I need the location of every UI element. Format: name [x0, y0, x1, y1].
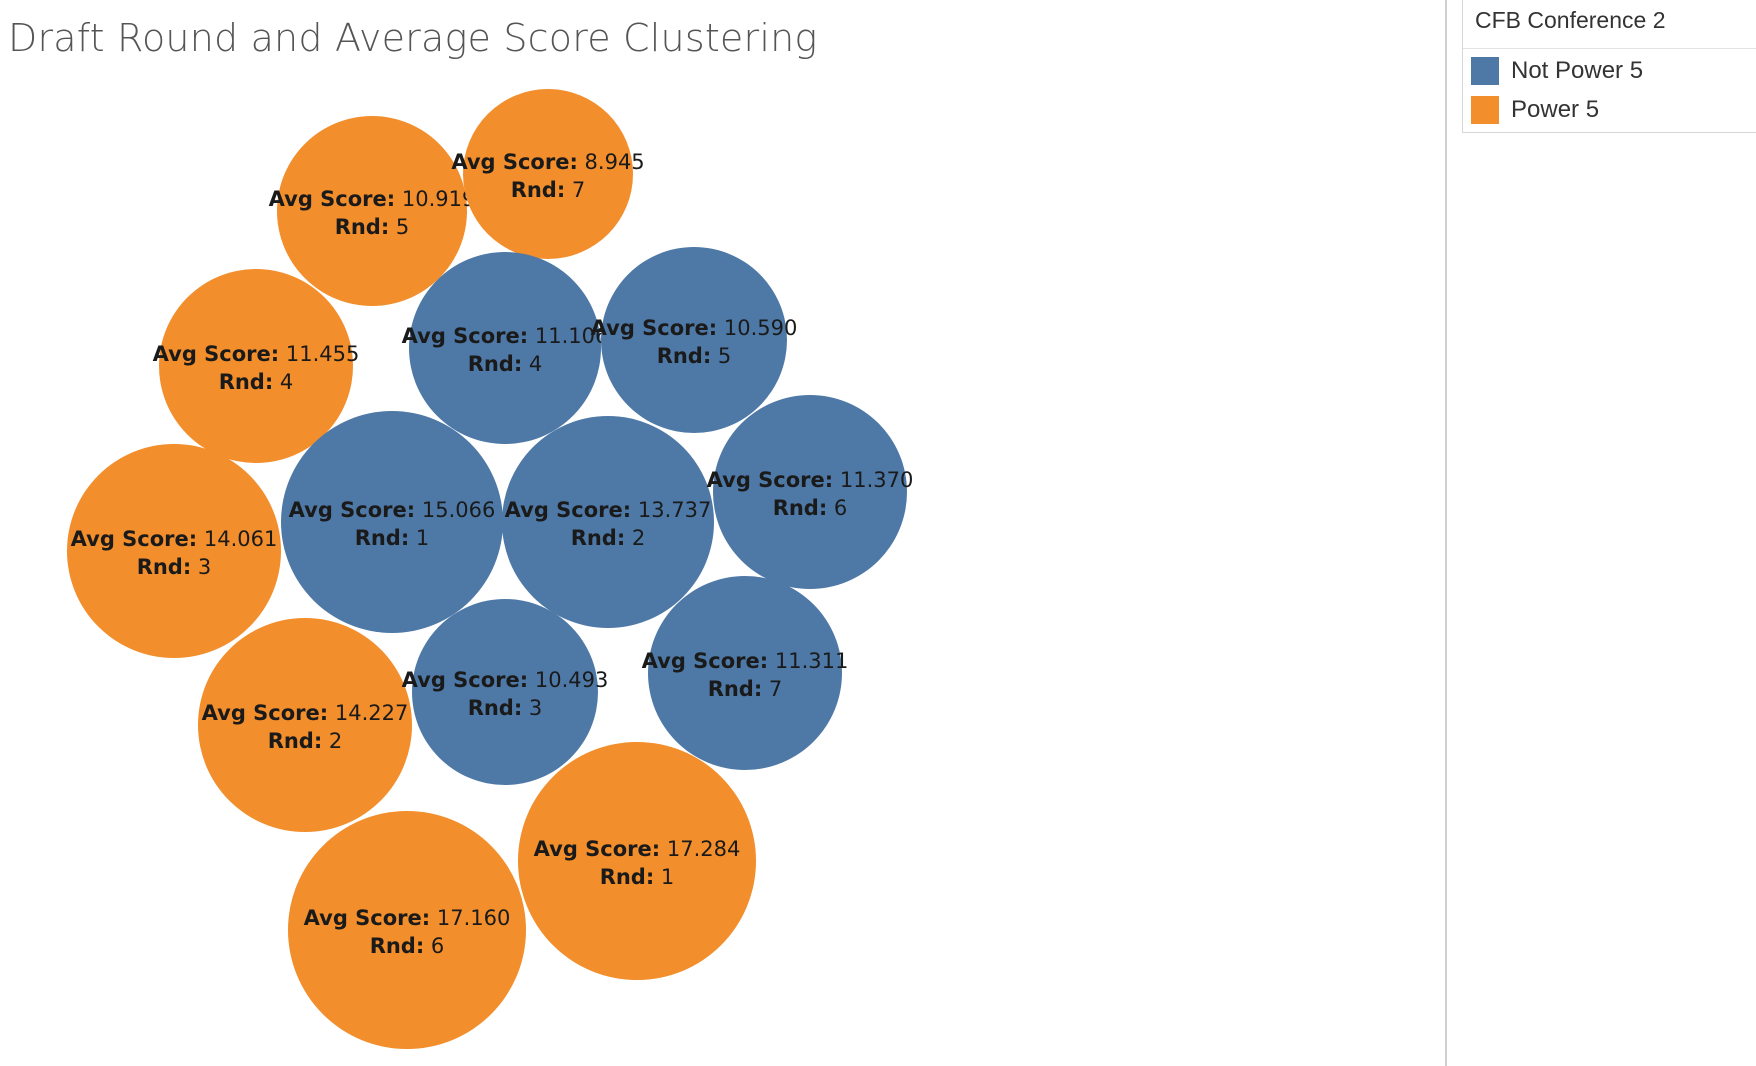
bubble-not-power-5-rnd-5[interactable]: Avg Score: 10.590 Rnd: 5	[591, 247, 798, 433]
bubble-mark[interactable]	[281, 411, 503, 633]
bubble-score-label: Avg Score: 13.737	[505, 498, 712, 522]
bubble-not-power-5-rnd-3[interactable]: Avg Score: 10.493 Rnd: 3	[402, 599, 609, 785]
legend-item-not-power-5[interactable]: Not Power 5	[1471, 56, 1643, 86]
bubble-score-label: Avg Score: 8.945	[451, 150, 644, 174]
bubble-power-5-rnd-1[interactable]: Avg Score: 17.284 Rnd: 1	[518, 742, 756, 980]
bubble-power-5-rnd-7[interactable]: Avg Score: 8.945 Rnd: 7	[451, 89, 645, 259]
bubble-score-label: Avg Score: 11.311	[642, 649, 849, 673]
bubble-score-label: Avg Score: 17.284	[534, 837, 741, 861]
bubble-mark[interactable]	[648, 576, 842, 770]
bubble-power-5-rnd-5[interactable]: Avg Score: 10.919 Rnd: 5	[269, 116, 476, 306]
bubble-mark[interactable]	[67, 444, 281, 658]
legend-swatch	[1471, 57, 1499, 85]
bubble-mark[interactable]	[277, 116, 467, 306]
chart-title: Draft Round and Average Score Clustering	[8, 16, 818, 60]
bubble-score-label: Avg Score: 10.590	[591, 316, 798, 340]
bubble-power-5-rnd-6[interactable]: Avg Score: 17.160 Rnd: 6	[288, 811, 526, 1049]
bubble-round-label: Rnd: 3	[137, 555, 212, 579]
bubble-score-label: Avg Score: 14.227	[202, 701, 409, 725]
color-legend: CFB Conference 2 Not Power 5 Power 5	[1462, 0, 1756, 133]
bubble-round-label: Rnd: 7	[511, 178, 586, 202]
bubble-round-label: Rnd: 5	[657, 344, 732, 368]
bubble-score-label: Avg Score: 11.370	[707, 468, 914, 492]
bubble-not-power-5-rnd-2[interactable]: Avg Score: 13.737 Rnd: 2	[502, 416, 714, 628]
bubble-round-label: Rnd: 6	[370, 934, 445, 958]
bubble-mark[interactable]	[601, 247, 787, 433]
bubble-round-label: Rnd: 7	[708, 677, 783, 701]
bubble-round-label: Rnd: 1	[600, 865, 675, 889]
bubble-round-label: Rnd: 5	[335, 215, 410, 239]
legend-divider	[1463, 48, 1756, 49]
bubble-mark[interactable]	[518, 742, 756, 980]
legend-label: Not Power 5	[1511, 57, 1644, 84]
bubble-power-5-rnd-3[interactable]: Avg Score: 14.061 Rnd: 3	[67, 444, 281, 658]
bubble-not-power-5-rnd-7[interactable]: Avg Score: 11.311 Rnd: 7	[642, 576, 849, 770]
bubble-score-label: Avg Score: 10.493	[402, 668, 609, 692]
bubble-round-label: Rnd: 4	[219, 370, 294, 394]
bubble-mark[interactable]	[288, 811, 526, 1049]
legend-item-power-5[interactable]: Power 5	[1471, 95, 1599, 125]
bubble-score-label: Avg Score: 10.919	[269, 187, 476, 211]
bubble-not-power-5-rnd-4[interactable]: Avg Score: 11.106 Rnd: 4	[402, 252, 609, 444]
bubble-round-label: Rnd: 1	[355, 526, 430, 550]
bubble-score-label: Avg Score: 15.066	[289, 498, 496, 522]
bubble-score-label: Avg Score: 17.160	[304, 906, 511, 930]
bubble-mark[interactable]	[463, 89, 633, 259]
bubble-power-5-rnd-4[interactable]: Avg Score: 11.455 Rnd: 4	[153, 269, 360, 463]
legend-title: CFB Conference 2	[1475, 7, 1666, 33]
bubble-mark[interactable]	[713, 395, 907, 589]
bubble-mark[interactable]	[159, 269, 353, 463]
bubble-round-label: Rnd: 2	[571, 526, 646, 550]
bubble-not-power-5-rnd-1[interactable]: Avg Score: 15.066 Rnd: 1	[281, 411, 503, 633]
bubble-score-label: Avg Score: 14.061	[71, 527, 278, 551]
bubble-mark[interactable]	[409, 252, 601, 444]
bubble-round-label: Rnd: 6	[773, 496, 848, 520]
bubble-score-label: Avg Score: 11.455	[153, 342, 360, 366]
bubble-score-label: Avg Score: 11.106	[402, 324, 609, 348]
bubble-round-label: Rnd: 2	[268, 729, 343, 753]
legend-label: Power 5	[1511, 96, 1600, 123]
bubble-mark[interactable]	[198, 618, 412, 832]
bubble-mark[interactable]	[412, 599, 598, 785]
bubble-chart: Avg Score: 17.284 Rnd: 1 Avg Score: 14.227…	[67, 89, 914, 1049]
bubble-round-label: Rnd: 4	[468, 352, 543, 376]
bubble-not-power-5-rnd-6[interactable]: Avg Score: 11.370 Rnd: 6	[707, 395, 914, 589]
bubble-power-5-rnd-2[interactable]: Avg Score: 14.227 Rnd: 2	[198, 618, 412, 832]
legend-swatch	[1471, 96, 1499, 124]
bubble-round-label: Rnd: 3	[468, 696, 543, 720]
bubble-mark[interactable]	[502, 416, 714, 628]
side-panel: CFB Conference 2 Not Power 5 Power 5	[1445, 0, 1756, 1066]
